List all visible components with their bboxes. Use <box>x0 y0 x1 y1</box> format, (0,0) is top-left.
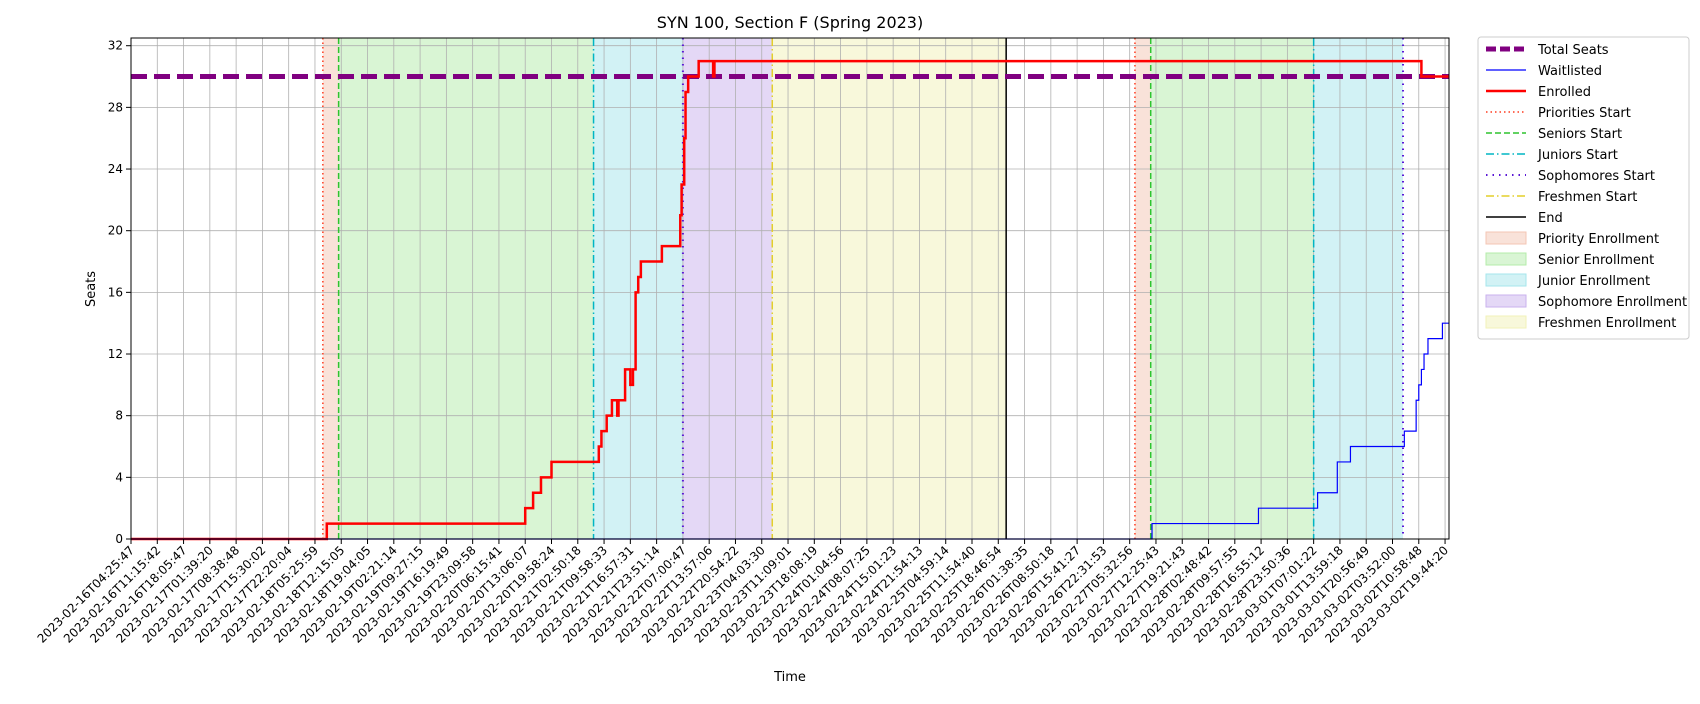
y-tick-label: 28 <box>108 100 123 114</box>
region-junior-enrollment-7 <box>1313 38 1404 539</box>
legend-label: Sophomores Start <box>1538 169 1655 184</box>
y-tick-label: 8 <box>115 409 123 423</box>
legend-swatch <box>1485 315 1527 329</box>
legend-label: Freshmen Enrollment <box>1538 316 1676 331</box>
axes-frame <box>130 37 1450 540</box>
region-priority-enrollment-0 <box>322 38 339 539</box>
legend-swatch <box>1485 252 1527 266</box>
series-waitlisted <box>131 322 1449 540</box>
y-tick-label: 16 <box>108 285 123 299</box>
legend-label: Enrolled <box>1538 85 1591 100</box>
legend-swatch <box>1485 273 1527 287</box>
region-senior-enrollment-6 <box>1150 38 1314 539</box>
legend: Total Seats Waitlisted Enrolled Priorities … <box>1477 36 1690 340</box>
y-tick-label: 0 <box>115 532 123 546</box>
region-freshmen-enrollment-4 <box>772 38 1007 539</box>
legend-label: Sophomore Enrollment <box>1538 295 1687 310</box>
y-tick-label: 20 <box>108 224 123 238</box>
y-tick-label: 32 <box>108 39 123 53</box>
x-axis-label: Time <box>773 670 806 685</box>
legend-label: Priorities Start <box>1538 106 1631 121</box>
legend-label: Freshmen Start <box>1538 190 1637 205</box>
legend-label: Seniors Start <box>1538 127 1622 142</box>
legend-label: Junior Enrollment <box>1537 274 1650 289</box>
legend-frame <box>1477 36 1690 340</box>
legend-label: Senior Enrollment <box>1538 253 1654 268</box>
legend-label: Priority Enrollment <box>1538 232 1659 247</box>
region-priority-enrollment-5 <box>1134 38 1151 539</box>
y-tick-label: 4 <box>115 470 123 484</box>
region-senior-enrollment-1 <box>338 38 594 539</box>
region-sophomore-enrollment-3 <box>682 38 773 539</box>
legend-label: Waitlisted <box>1538 64 1602 79</box>
y-tick-label: 24 <box>108 162 123 176</box>
legend-swatch <box>1485 294 1527 308</box>
plot-area: 0481216202428322023-02-16T04:25:472023-0… <box>35 37 1451 646</box>
y-axis-label: Seats <box>84 271 99 307</box>
chart-title: SYN 100, Section F (Spring 2023) <box>657 13 923 32</box>
y-tick-label: 12 <box>108 347 123 361</box>
legend-label: Total Seats <box>1537 43 1609 58</box>
series-enrolled <box>131 59 1449 541</box>
legend-label: End <box>1538 211 1563 226</box>
legend-swatch <box>1485 231 1527 245</box>
legend-label: Juniors Start <box>1537 148 1618 163</box>
